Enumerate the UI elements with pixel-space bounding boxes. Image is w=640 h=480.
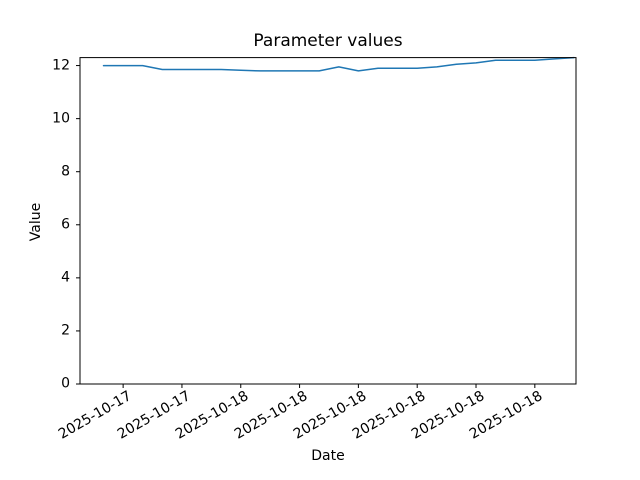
y-tick-label: 12 xyxy=(52,57,70,74)
y-axis-label: Value xyxy=(28,202,44,242)
y-tick-label: 2 xyxy=(61,322,70,339)
data-line xyxy=(102,56,575,72)
y-tick-label: 10 xyxy=(52,110,70,127)
y-tick-label: 8 xyxy=(61,163,70,180)
y-tick-label: 6 xyxy=(61,216,70,233)
chart-title: Parameter values xyxy=(253,31,403,51)
x-axis-label: Date xyxy=(311,448,345,464)
plot-border xyxy=(79,57,577,385)
y-tick-label: 4 xyxy=(61,269,70,286)
y-tick-label: 0 xyxy=(61,375,70,392)
